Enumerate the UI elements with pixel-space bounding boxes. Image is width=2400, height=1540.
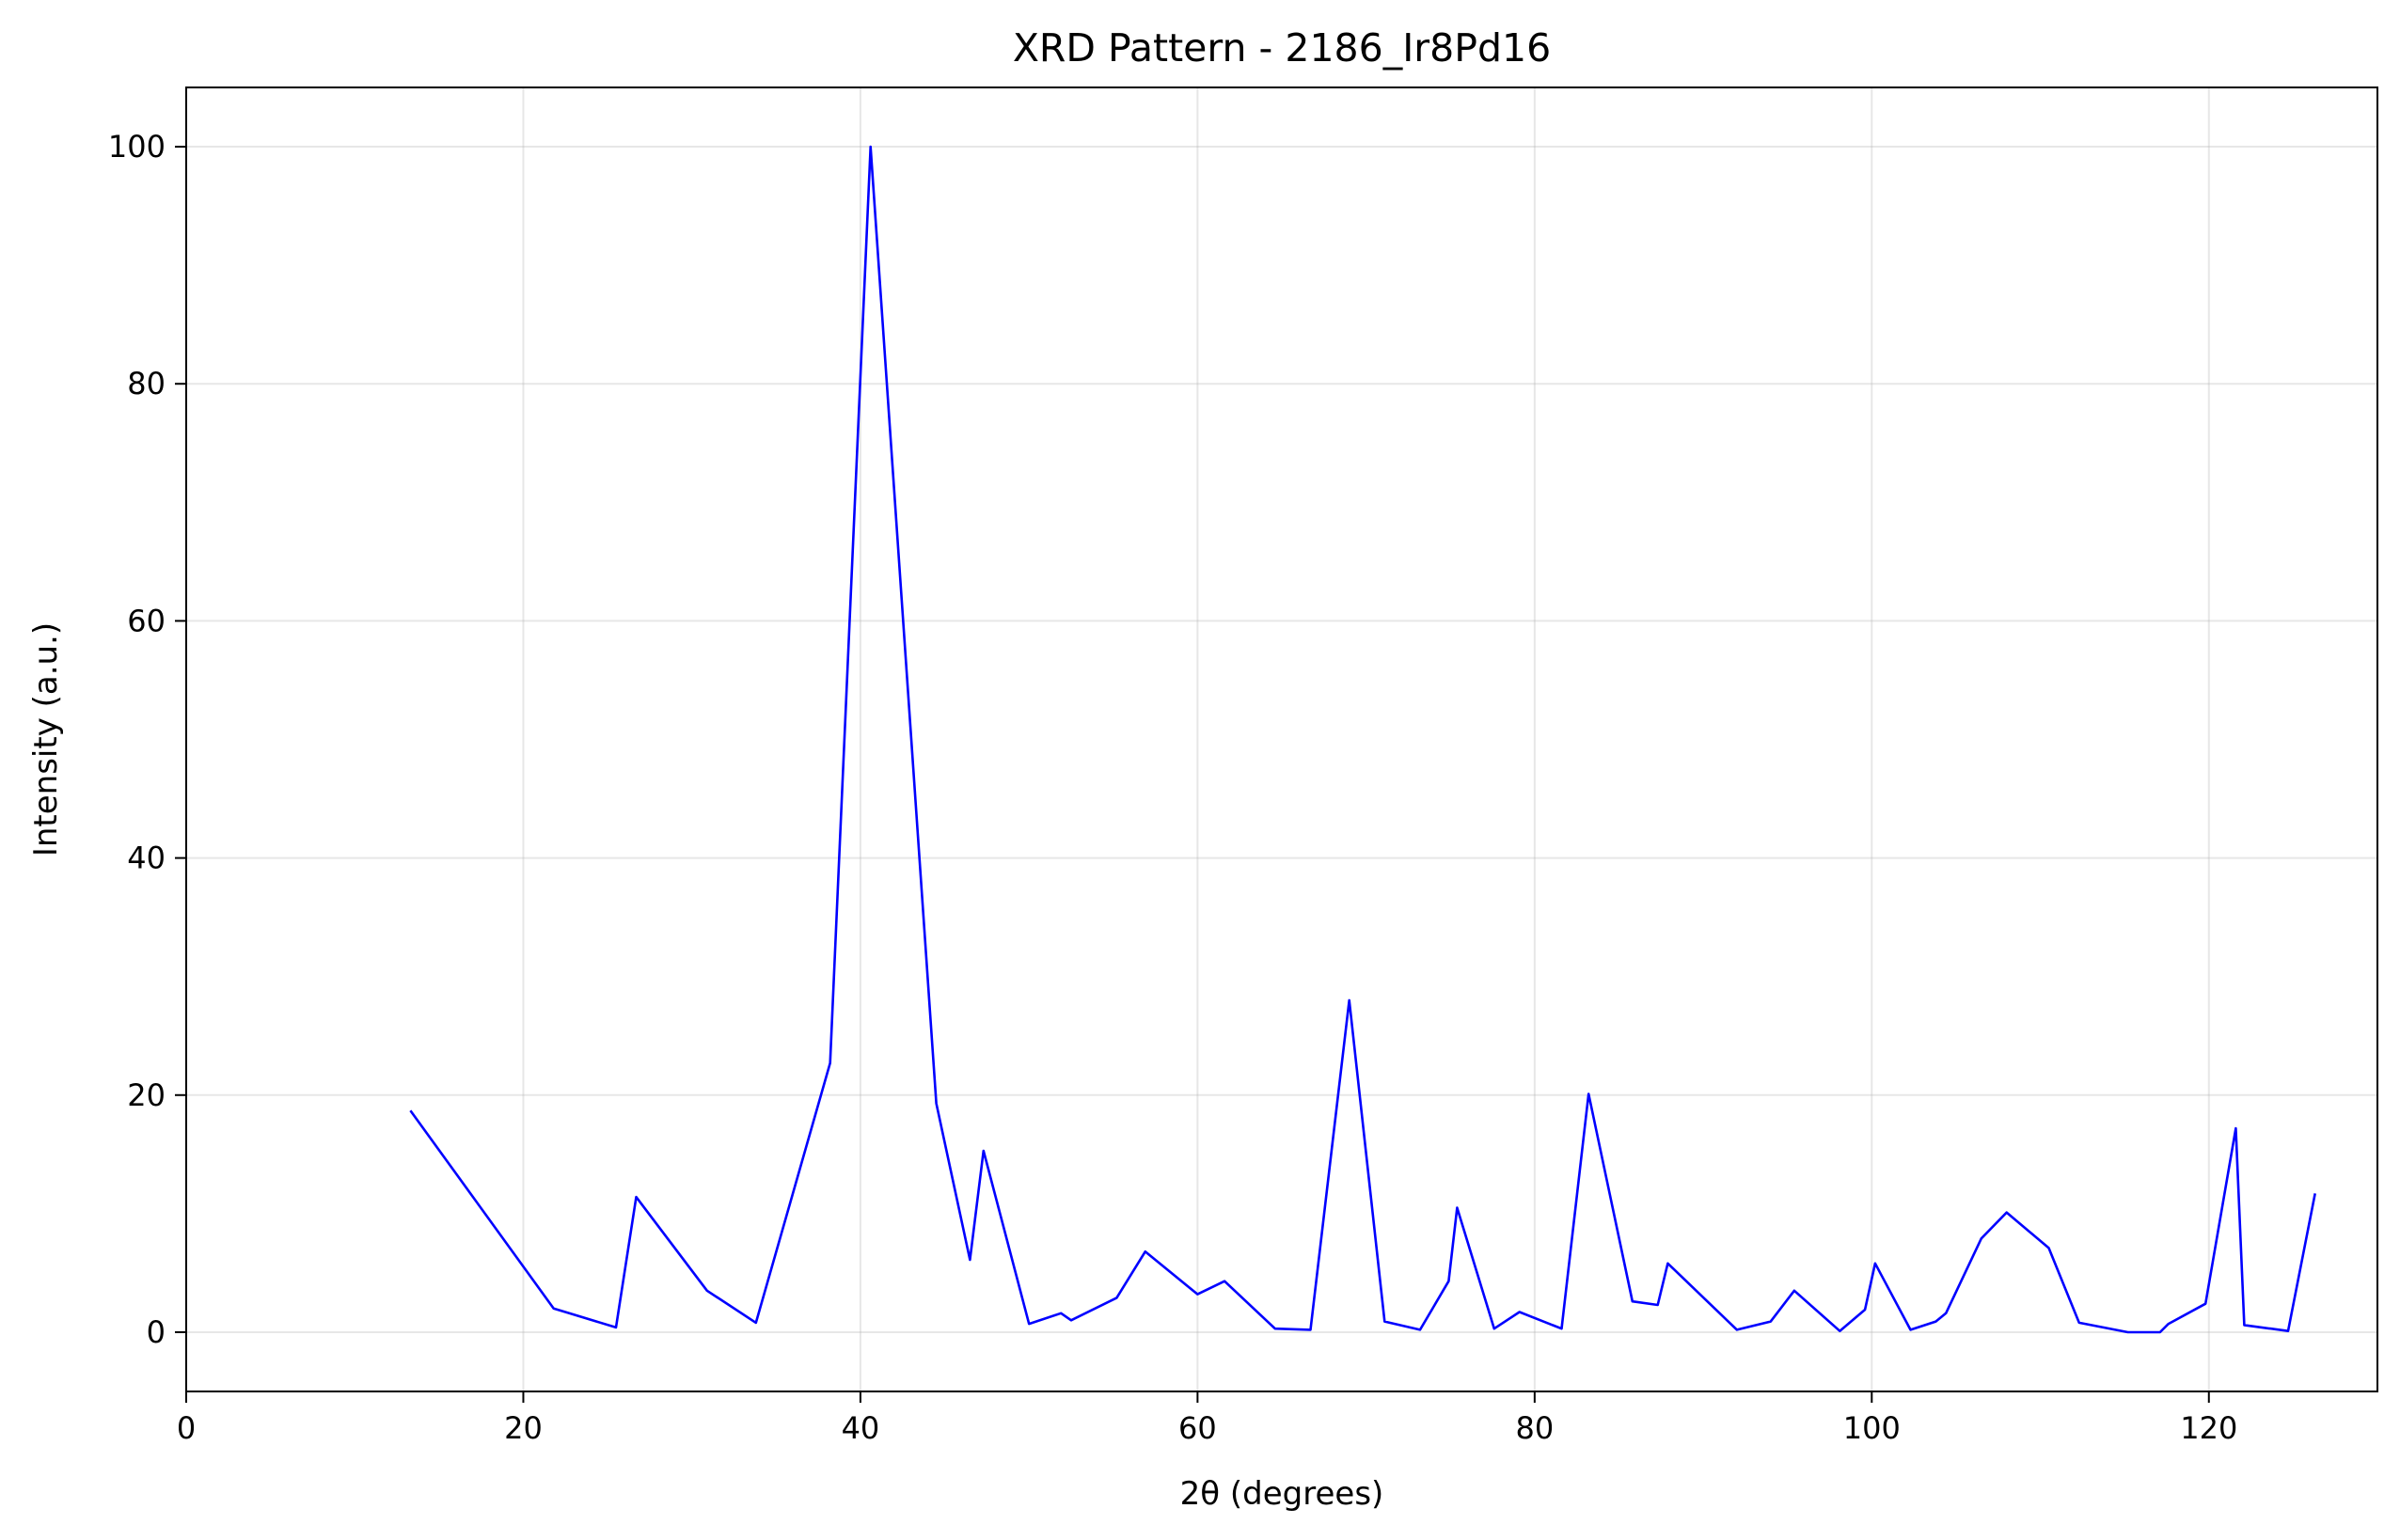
x-axis-ticks: 0 20 40 60 80 100 120 bbox=[177, 1391, 2237, 1446]
y-tick-label: 100 bbox=[108, 129, 166, 165]
x-tick-label: 100 bbox=[1843, 1410, 1901, 1446]
y-tick-label: 40 bbox=[127, 841, 166, 876]
chart-title: XRD Pattern - 2186_Ir8Pd16 bbox=[1013, 25, 1551, 71]
plot-frame bbox=[185, 86, 2378, 1392]
x-axis-label: 2θ (degrees) bbox=[1180, 1475, 1384, 1513]
y-tick-label: 20 bbox=[127, 1077, 166, 1113]
grid bbox=[185, 87, 2377, 1391]
intensity-line bbox=[409, 145, 2316, 1334]
x-tick-label: 20 bbox=[504, 1410, 543, 1446]
x-tick-label: 40 bbox=[842, 1410, 880, 1446]
x-tick-label: 80 bbox=[1515, 1410, 1554, 1446]
x-tick-label: 0 bbox=[177, 1410, 196, 1446]
series bbox=[409, 145, 2316, 1334]
y-axis-ticks: 0 20 40 60 80 100 bbox=[108, 129, 186, 1350]
x-tick-label: 120 bbox=[2180, 1410, 2237, 1446]
y-tick-label: 80 bbox=[127, 366, 166, 401]
y-axis-label: Intensity (a.u.) bbox=[27, 622, 65, 856]
y-tick-label: 60 bbox=[127, 603, 166, 638]
x-tick-label: 60 bbox=[1178, 1410, 1217, 1446]
y-tick-label: 0 bbox=[147, 1314, 166, 1350]
